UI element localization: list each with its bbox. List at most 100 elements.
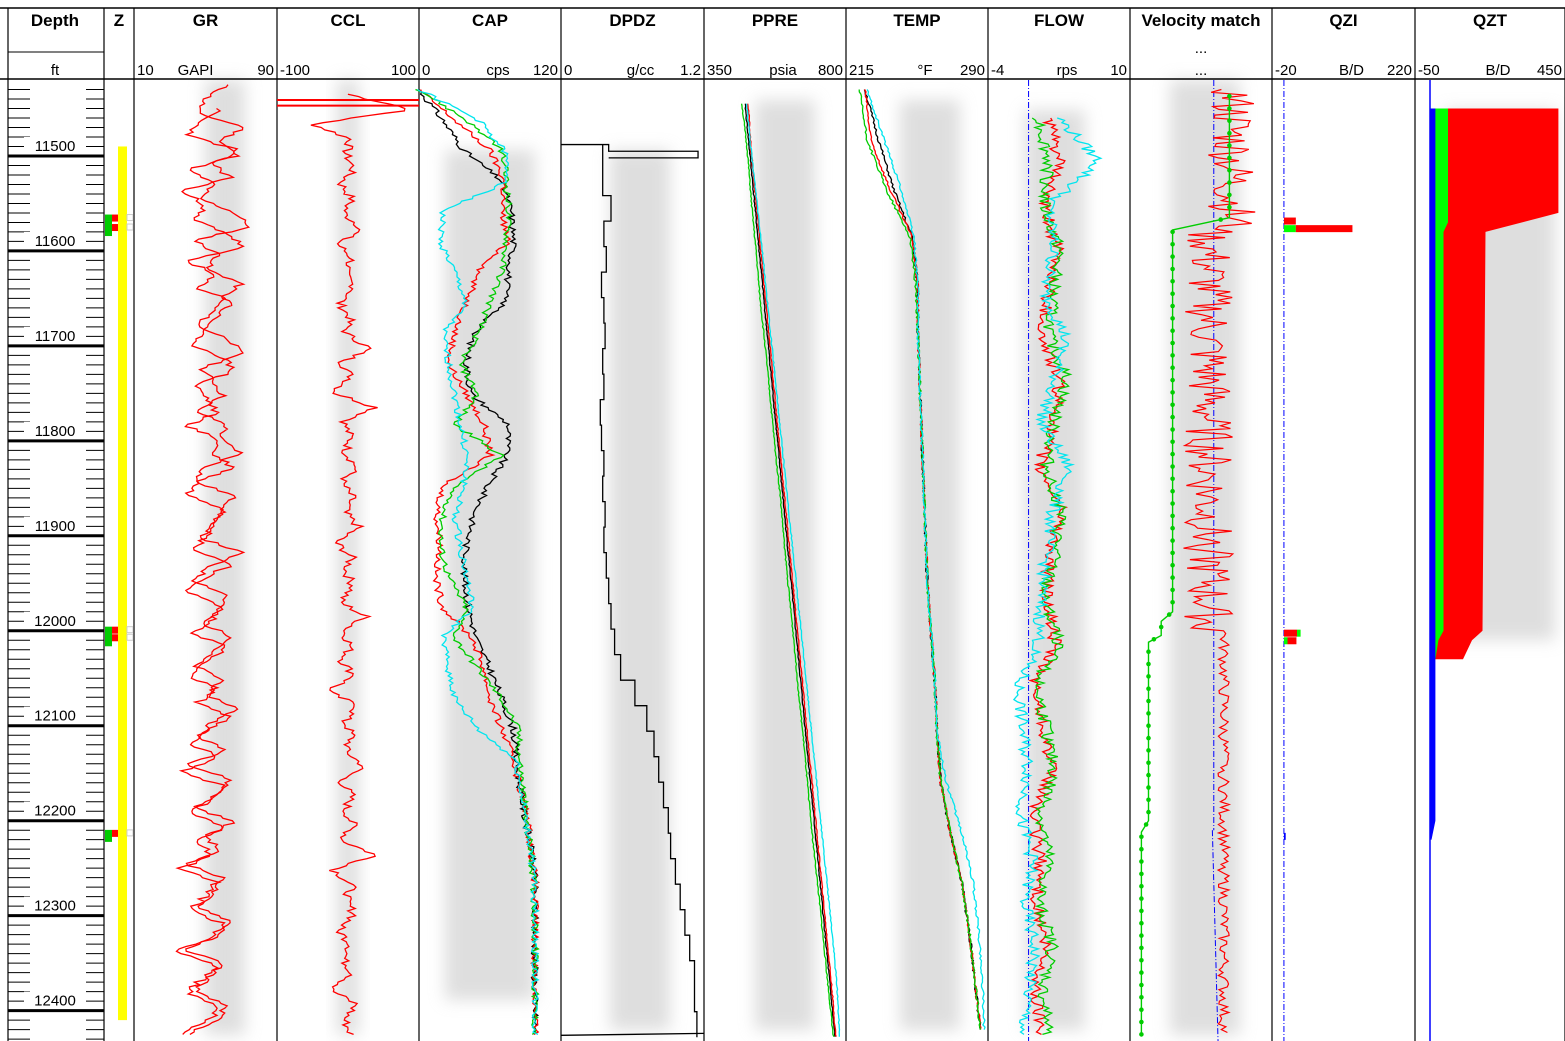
velocity-green-point <box>1139 933 1144 938</box>
curve-shadow <box>205 80 245 1035</box>
flow-curve-1 <box>1031 117 1073 1036</box>
track-title-flow: FLOW <box>1034 11 1085 30</box>
track-unit-flow: rps <box>1057 62 1078 79</box>
velocity-green-point <box>1146 698 1151 704</box>
perforation-marker <box>126 223 134 231</box>
track-min-flow: -4 <box>991 62 1004 79</box>
dpdz-bottom <box>560 1032 705 1036</box>
velocity-green-point <box>1170 254 1175 259</box>
velocity-green-point <box>1139 834 1144 840</box>
velocity-green-point <box>1158 624 1164 630</box>
log-curves <box>175 80 1559 1041</box>
velocity-green-point <box>1170 328 1175 334</box>
cap-curve-2 <box>415 88 540 1035</box>
velocity-title: Velocity match <box>1141 11 1260 30</box>
track-min-cap: 0 <box>422 62 430 79</box>
velocity-green-point <box>1170 513 1175 519</box>
velocity-green-point <box>1146 760 1151 766</box>
track-frames <box>0 7 1565 1041</box>
velocity-green-point <box>1170 377 1175 383</box>
curve-shadow <box>610 150 670 1030</box>
qzi-bar <box>1283 637 1288 645</box>
dpdz-curve <box>599 144 698 1038</box>
track-unit-ppre: psia <box>769 62 797 79</box>
velocity-green-point <box>1146 649 1151 654</box>
curve-shadow <box>755 100 815 1030</box>
velocity-green-point <box>1170 291 1175 297</box>
velocity-green-point <box>1139 945 1144 951</box>
velocity-green-point <box>1139 982 1144 988</box>
velocity-green-point <box>1146 661 1151 667</box>
gr-curve-repeat <box>175 107 245 1035</box>
track-title-ccl: CCL <box>331 11 366 30</box>
velocity-green-point <box>1139 995 1144 1000</box>
track-title-qzt: QZT <box>1473 11 1508 30</box>
velocity-green-point <box>1170 229 1175 235</box>
track-max-temp: 290 <box>960 62 985 79</box>
depth-label-bg <box>24 801 86 819</box>
depth-label: 11500 <box>35 138 76 155</box>
velocity-green-point <box>1139 1007 1144 1012</box>
depth-label: 12000 <box>34 613 76 630</box>
qzt-area-0 <box>1430 108 1559 660</box>
gr-curve <box>185 84 251 1035</box>
track-max-cap: 120 <box>533 62 558 79</box>
velocity-green-point <box>1139 958 1144 963</box>
qzi-bar <box>1287 637 1297 645</box>
velocity-green-point <box>1170 353 1175 358</box>
depth-label-bg <box>24 706 86 724</box>
velocity-green-point <box>1146 723 1151 728</box>
perforation-marker <box>112 634 118 642</box>
track-min-qzi: -20 <box>1275 62 1297 79</box>
track-unit-qzi: B/D <box>1339 62 1364 79</box>
depth-title: Depth <box>31 11 79 30</box>
velocity-green-point <box>1139 1019 1144 1025</box>
depth-label-bg <box>24 231 86 249</box>
velocity-green-point <box>1146 785 1151 790</box>
track-min-qzt: -50 <box>1418 62 1440 79</box>
temp-curve-3 <box>866 89 986 1030</box>
depth-label: 12300 <box>34 898 76 915</box>
perforation-marker <box>126 829 134 837</box>
depth-label-bg <box>24 991 86 1009</box>
velocity-green-point <box>1170 464 1175 469</box>
track-min-dpdz: 0 <box>564 62 572 79</box>
depth-label: 12100 <box>34 708 76 725</box>
velocity-green-point <box>1139 883 1144 889</box>
velocity-green-point <box>1227 130 1232 136</box>
velocity-green-point <box>1146 797 1151 803</box>
cap-curve-3 <box>417 88 540 1035</box>
velocity-green-point <box>1170 427 1175 432</box>
velocity-green-point <box>1170 451 1175 457</box>
track-min-temp: 215 <box>849 62 874 79</box>
velocity-green-point <box>1170 279 1175 284</box>
velocity-green-point <box>1170 365 1175 371</box>
zone-track <box>105 146 134 1021</box>
track-title-ppre: PPRE <box>752 11 798 30</box>
velocity-green-point <box>1139 859 1144 864</box>
track-unit-dpdz: g/cc <box>627 62 655 79</box>
velocity-green-point <box>1143 822 1149 827</box>
velocity-green-point <box>1170 340 1175 346</box>
velocity-red-curve <box>1182 88 1256 1034</box>
velocity-green-point <box>1170 414 1175 420</box>
velocity-green-point <box>1170 525 1175 531</box>
depth-label: 11800 <box>35 423 76 440</box>
velocity-green-point <box>1170 316 1175 321</box>
velocity-green-point <box>1170 600 1175 605</box>
velocity-green-point <box>1227 167 1232 173</box>
velocity-green-point <box>1166 612 1172 617</box>
qzt-area-2 <box>1430 108 1436 840</box>
velocity-scale-1: ... <box>1195 40 1208 57</box>
depth-label-bg <box>24 611 86 629</box>
ppre-curve-1 <box>747 103 837 1037</box>
velocity-green-point <box>1139 871 1144 877</box>
track-title-qzi: QZI <box>1329 11 1357 30</box>
velocity-green-point <box>1139 920 1144 926</box>
temp-curve-2 <box>858 89 981 1030</box>
velocity-green-point <box>1146 686 1151 691</box>
perforation-marker <box>105 626 112 639</box>
velocity-green-point <box>1139 908 1144 914</box>
velocity-green-point <box>1170 538 1175 543</box>
